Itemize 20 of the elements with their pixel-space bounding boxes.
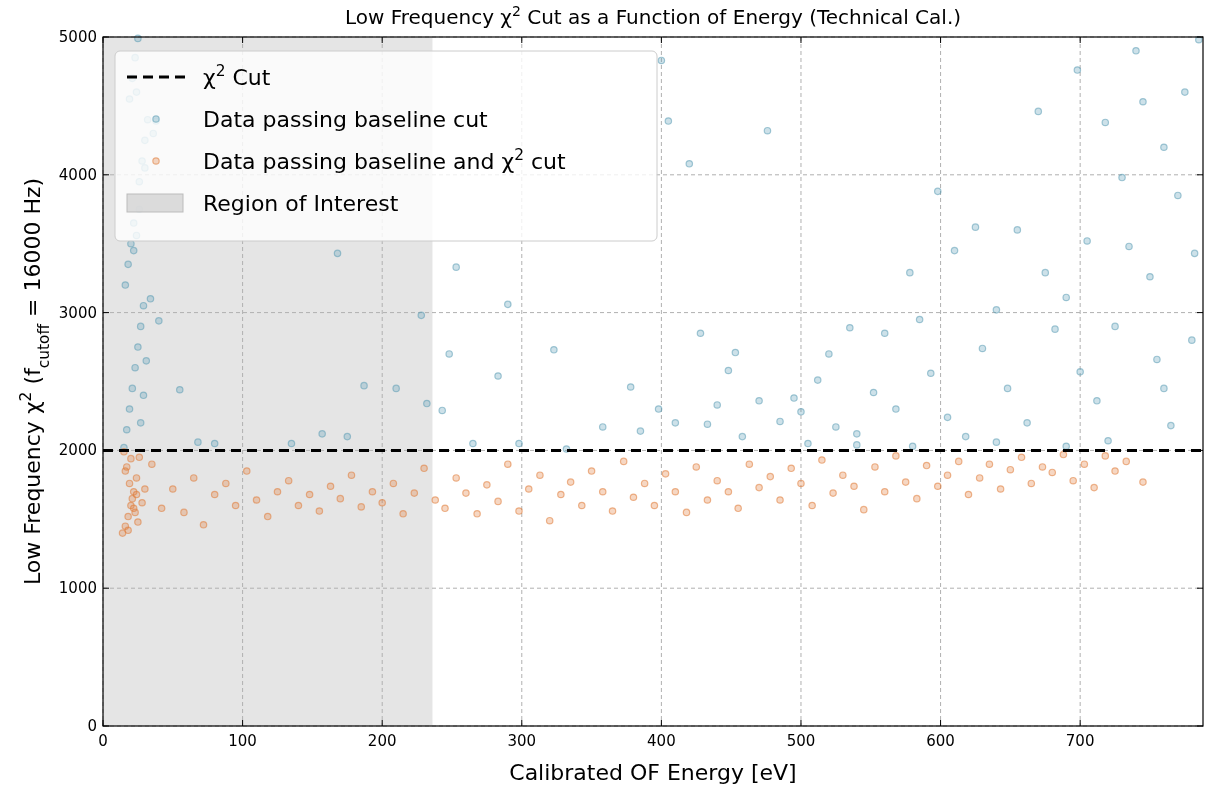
legend-label: Data passing baseline and χ$^{2}$ cut [203, 146, 566, 174]
x-tick-label: 400 [647, 732, 676, 750]
x-tick-label: 200 [367, 732, 397, 750]
x-tick-label: 500 [786, 732, 816, 750]
y-tick-label: 5000 [58, 28, 97, 46]
y-tick-label: 4000 [58, 165, 97, 184]
y-tick-label: 0 [87, 717, 97, 735]
x-tick-label: 700 [1065, 732, 1095, 750]
y-tick-label: 1000 [58, 579, 97, 598]
x-axis-title: Calibrated OF Energy [eV] [509, 760, 797, 785]
legend-label: Data passing baseline cut [203, 107, 489, 132]
y-tick-label: 3000 [58, 303, 97, 322]
y-tick-label: 2000 [58, 441, 97, 460]
x-tick-label: 100 [228, 732, 257, 750]
x-tick-label: 300 [507, 732, 537, 750]
x-tick-label: 0 [98, 732, 108, 750]
legend-label: χ$^{2}$ Cut [203, 62, 271, 90]
x-tick-label: 600 [926, 732, 955, 750]
chart-title: Low Frequency χ$^{2}$ Cut as a Function of Energy (Technical Cal.) [344, 3, 962, 29]
band-label: Region of Interest [203, 191, 399, 216]
